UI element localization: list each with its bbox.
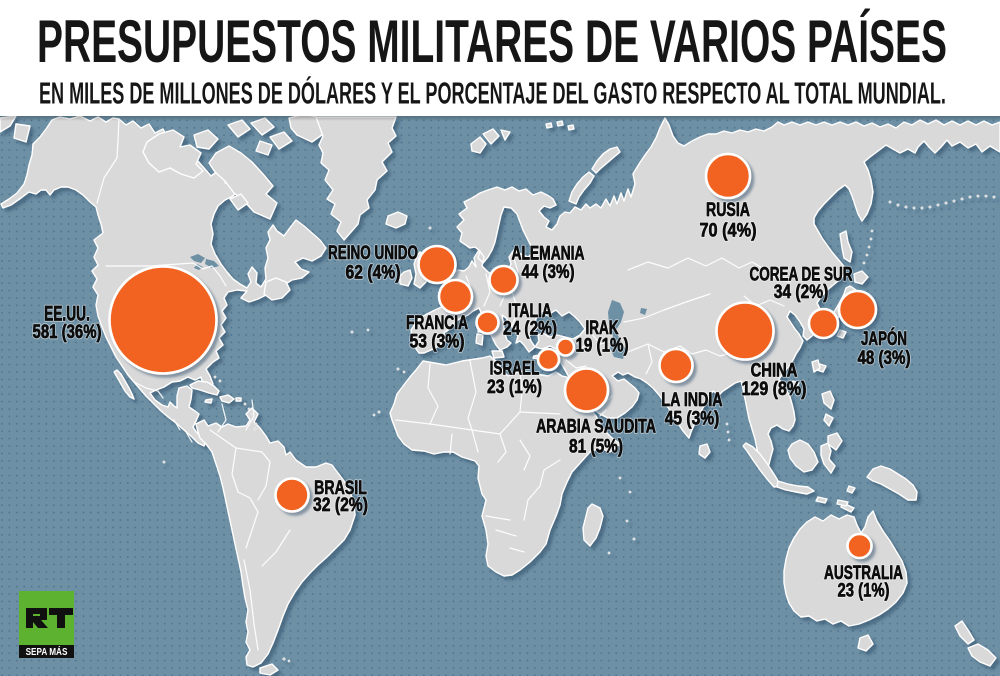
svg-text:PRESUPUESTOS MILITARES DE VARI: PRESUPUESTOS MILITARES DE VARIOS PAÍSES (37, 7, 947, 75)
svg-text:FRANCIA: FRANCIA (406, 312, 468, 334)
svg-text:129 (8%): 129 (8%) (742, 378, 807, 400)
svg-text:70 (4%): 70 (4%) (700, 219, 757, 241)
svg-text:CHINA: CHINA (751, 360, 798, 381)
svg-text:COREA DE SUR: COREA DE SUR (750, 264, 853, 285)
svg-text:RUSIA: RUSIA (706, 199, 750, 221)
svg-text:ISRAEL: ISRAEL (490, 358, 540, 379)
svg-text:45 (3%): 45 (3%) (665, 407, 720, 429)
svg-text:81 (5%): 81 (5%) (569, 435, 623, 457)
svg-text:REINO UNIDO: REINO UNIDO (328, 243, 418, 264)
svg-text:24 (2%): 24 (2%) (503, 317, 557, 339)
svg-text:129 (8%): 129 (8%) (742, 378, 807, 400)
svg-text:COREA DE SUR: COREA DE SUR (750, 264, 853, 285)
svg-text:19 (1%): 19 (1%) (575, 334, 628, 356)
svg-text:23 (1%): 23 (1%) (487, 375, 542, 397)
svg-text:SEPA MÁS: SEPA MÁS (26, 646, 68, 657)
svg-text:23 (1%): 23 (1%) (487, 375, 542, 397)
svg-text:EE.UU.: EE.UU. (44, 302, 90, 326)
svg-text:44 (3%): 44 (3%) (521, 260, 574, 282)
svg-text:48 (3%): 48 (3%) (857, 346, 910, 368)
svg-text:44 (3%): 44 (3%) (521, 260, 574, 282)
svg-text:CHINA: CHINA (751, 360, 798, 381)
svg-text:ITALIA: ITALIA (508, 300, 552, 322)
svg-text:53 (3%): 53 (3%) (410, 330, 465, 352)
svg-text:81 (5%): 81 (5%) (569, 435, 623, 457)
svg-text:581 (36%): 581 (36%) (33, 320, 102, 342)
svg-text:53 (3%): 53 (3%) (410, 330, 465, 352)
svg-text:LA INDIA: LA INDIA (661, 389, 722, 410)
svg-text:ITALIA: ITALIA (508, 300, 552, 322)
svg-text:AUSTRALIA: AUSTRALIA (824, 562, 903, 584)
svg-text:IRAK: IRAK (585, 318, 618, 339)
svg-text:23 (1%): 23 (1%) (837, 579, 889, 601)
svg-text:ARABIA SAUDITA: ARABIA SAUDITA (536, 415, 656, 437)
svg-text:62 (4%): 62 (4%) (346, 261, 401, 283)
svg-text:JAPÓN: JAPÓN (861, 328, 907, 350)
svg-text:70 (4%): 70 (4%) (700, 219, 757, 241)
svg-text:32 (2%): 32 (2%) (313, 493, 368, 515)
svg-text:REINO UNIDO: REINO UNIDO (328, 243, 418, 264)
svg-text:34 (2%): 34 (2%) (774, 280, 829, 302)
svg-text:ALEMANIA: ALEMANIA (511, 242, 584, 264)
svg-text:IRAK: IRAK (585, 318, 618, 339)
svg-text:AUSTRALIA: AUSTRALIA (824, 562, 903, 584)
svg-text:JAPÓN: JAPÓN (861, 328, 907, 350)
svg-text:34 (2%): 34 (2%) (774, 280, 829, 302)
svg-text:FRANCIA: FRANCIA (406, 312, 468, 334)
svg-text:62 (4%): 62 (4%) (346, 261, 401, 283)
svg-text:24 (2%): 24 (2%) (503, 317, 557, 339)
svg-text:ALEMANIA: ALEMANIA (511, 242, 584, 264)
svg-text:ARABIA SAUDITA: ARABIA SAUDITA (536, 415, 656, 437)
svg-text:EN MILES DE MILLONES DE DÓLARE: EN MILES DE MILLONES DE DÓLARES Y EL POR… (39, 74, 946, 111)
svg-text:23 (1%): 23 (1%) (837, 579, 889, 601)
svg-text:LA INDIA: LA INDIA (661, 389, 722, 410)
svg-text:45 (3%): 45 (3%) (665, 407, 720, 429)
svg-text:32 (2%): 32 (2%) (313, 493, 368, 515)
svg-text:48 (3%): 48 (3%) (857, 346, 910, 368)
svg-text:EE.UU.: EE.UU. (44, 302, 90, 326)
svg-text:ISRAEL: ISRAEL (490, 358, 540, 379)
svg-text:RUSIA: RUSIA (706, 199, 750, 221)
svg-text:581 (36%): 581 (36%) (33, 320, 102, 342)
svg-text:BRASIL: BRASIL (314, 477, 367, 499)
svg-text:BRASIL: BRASIL (314, 477, 367, 499)
svg-text:19 (1%): 19 (1%) (575, 334, 628, 356)
